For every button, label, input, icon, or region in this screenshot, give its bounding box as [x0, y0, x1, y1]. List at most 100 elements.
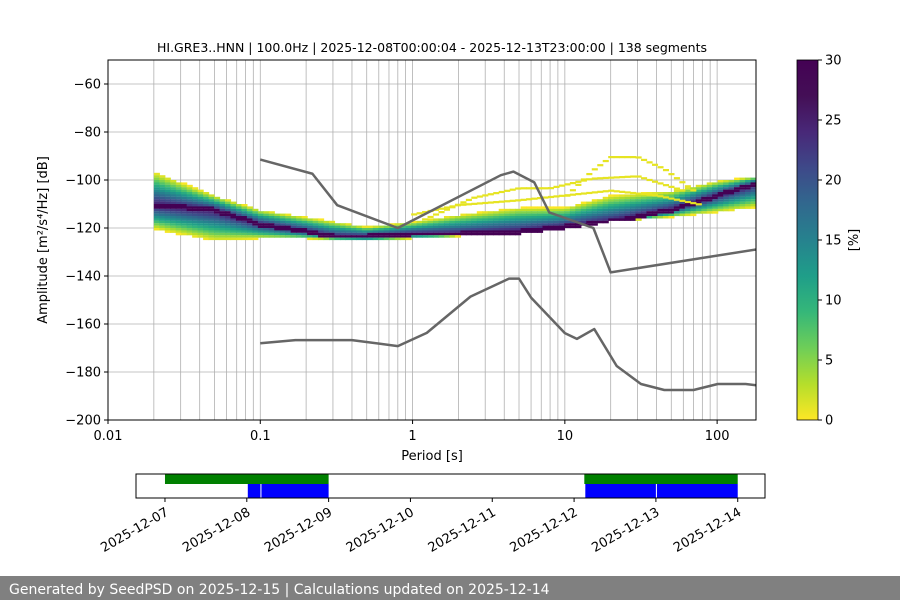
psd-cell: [197, 201, 204, 205]
psd-cell: [170, 211, 177, 214]
psd-cell: [235, 211, 243, 214]
psd-cell: [717, 192, 724, 195]
psd-cell: [175, 187, 182, 190]
psd-cell: [153, 175, 160, 178]
psd-cell: [602, 206, 609, 209]
psd-cell: [630, 218, 637, 221]
psd-cell: [257, 228, 264, 231]
psd-cell: [285, 223, 292, 226]
psd-cell: [498, 200, 505, 203]
psd-cell: [246, 218, 253, 221]
psd-cell: [482, 223, 489, 226]
noise-model-high: [259, 158, 756, 274]
psd-cell: [296, 218, 303, 221]
psd-cell: [635, 196, 642, 200]
psd-cell: [323, 225, 330, 229]
psd-cell: [651, 201, 659, 205]
psd-cell: [181, 208, 188, 212]
psd-cell: [575, 211, 582, 214]
psd-cell: [438, 235, 445, 238]
psd-cell: [602, 159, 609, 163]
psd-cell: [203, 208, 210, 212]
psd-cell: [268, 220, 275, 224]
psd-cell: [246, 208, 253, 212]
psd-cell: [263, 213, 270, 217]
psd-cell: [564, 220, 571, 224]
psd-cell: [443, 232, 451, 236]
psd-cell: [235, 216, 243, 219]
psd-cell: [641, 196, 648, 200]
psd-cell: [192, 189, 199, 193]
psd-cell: [668, 201, 675, 205]
psd-cell: [318, 218, 325, 221]
psd-cell: [400, 235, 407, 238]
psd-cell: [274, 220, 281, 224]
psd-cell: [175, 184, 182, 188]
psd-cell: [526, 211, 533, 214]
psd-cell: [159, 223, 166, 226]
psd-cell: [745, 192, 752, 195]
psd-cell: [361, 225, 368, 229]
psd-cell: [712, 211, 719, 214]
psd-cell: [591, 168, 598, 171]
psd-cell: [476, 230, 483, 233]
psd-cell: [646, 208, 653, 212]
psd-cell: [181, 211, 188, 214]
psd-cell: [192, 199, 199, 202]
psd-cell: [230, 228, 237, 231]
psd-cell: [203, 225, 210, 229]
psd-cell: [454, 235, 461, 238]
psd-cell: [690, 196, 697, 200]
psd-cell: [164, 184, 171, 188]
psd-cell: [164, 213, 171, 217]
psd-cell: [153, 223, 160, 226]
colorbar-tick-label: 0: [825, 414, 833, 429]
psd-cell: [175, 208, 182, 212]
psd-cell: [465, 225, 472, 229]
psd-cell: [170, 228, 177, 231]
psd-heatmap: [153, 156, 756, 241]
psd-cell: [197, 220, 204, 224]
psd-cell: [526, 213, 533, 217]
psd-cell: [427, 230, 434, 233]
psd-cell: [717, 201, 724, 205]
psd-cell: [673, 187, 680, 190]
psd-cell: [646, 178, 653, 182]
psd-cell: [723, 180, 730, 183]
psd-cell: [602, 201, 609, 205]
psd-cell: [547, 195, 555, 199]
psd-cell: [345, 228, 352, 231]
psd-cell: [192, 216, 199, 219]
psd-cell: [438, 218, 445, 221]
psd-cell: [181, 192, 188, 195]
psd-cell: [203, 206, 210, 209]
psd-cell: [613, 190, 620, 193]
psd-cell: [690, 194, 697, 197]
psd-cell: [230, 225, 237, 229]
psd-cell: [235, 232, 243, 236]
psd-cell: [586, 211, 593, 214]
psd-cell: [690, 202, 697, 205]
psd-cell: [153, 213, 160, 217]
psd-cell: [635, 175, 642, 178]
psd-cell: [520, 220, 527, 224]
psd-cell: [509, 211, 516, 214]
psd-cell: [537, 211, 544, 214]
psd-cell: [411, 232, 418, 236]
psd-cell: [170, 213, 177, 217]
psd-cell: [465, 230, 472, 233]
psd-cell: [580, 213, 587, 217]
psd-cell: [175, 228, 182, 231]
psd-cell: [186, 218, 193, 221]
psd-cell: [624, 211, 631, 214]
psd-cell: [235, 225, 243, 229]
psd-cell: [230, 206, 237, 209]
psd-cell: [630, 201, 637, 205]
psd-cell: [312, 225, 319, 229]
psd-cell: [662, 211, 670, 214]
psd-cell: [750, 184, 756, 188]
psd-cell: [657, 201, 664, 205]
psd-cell: [170, 223, 177, 226]
colorbar-tick-label: 30: [825, 54, 842, 69]
psd-cell: [465, 203, 472, 206]
